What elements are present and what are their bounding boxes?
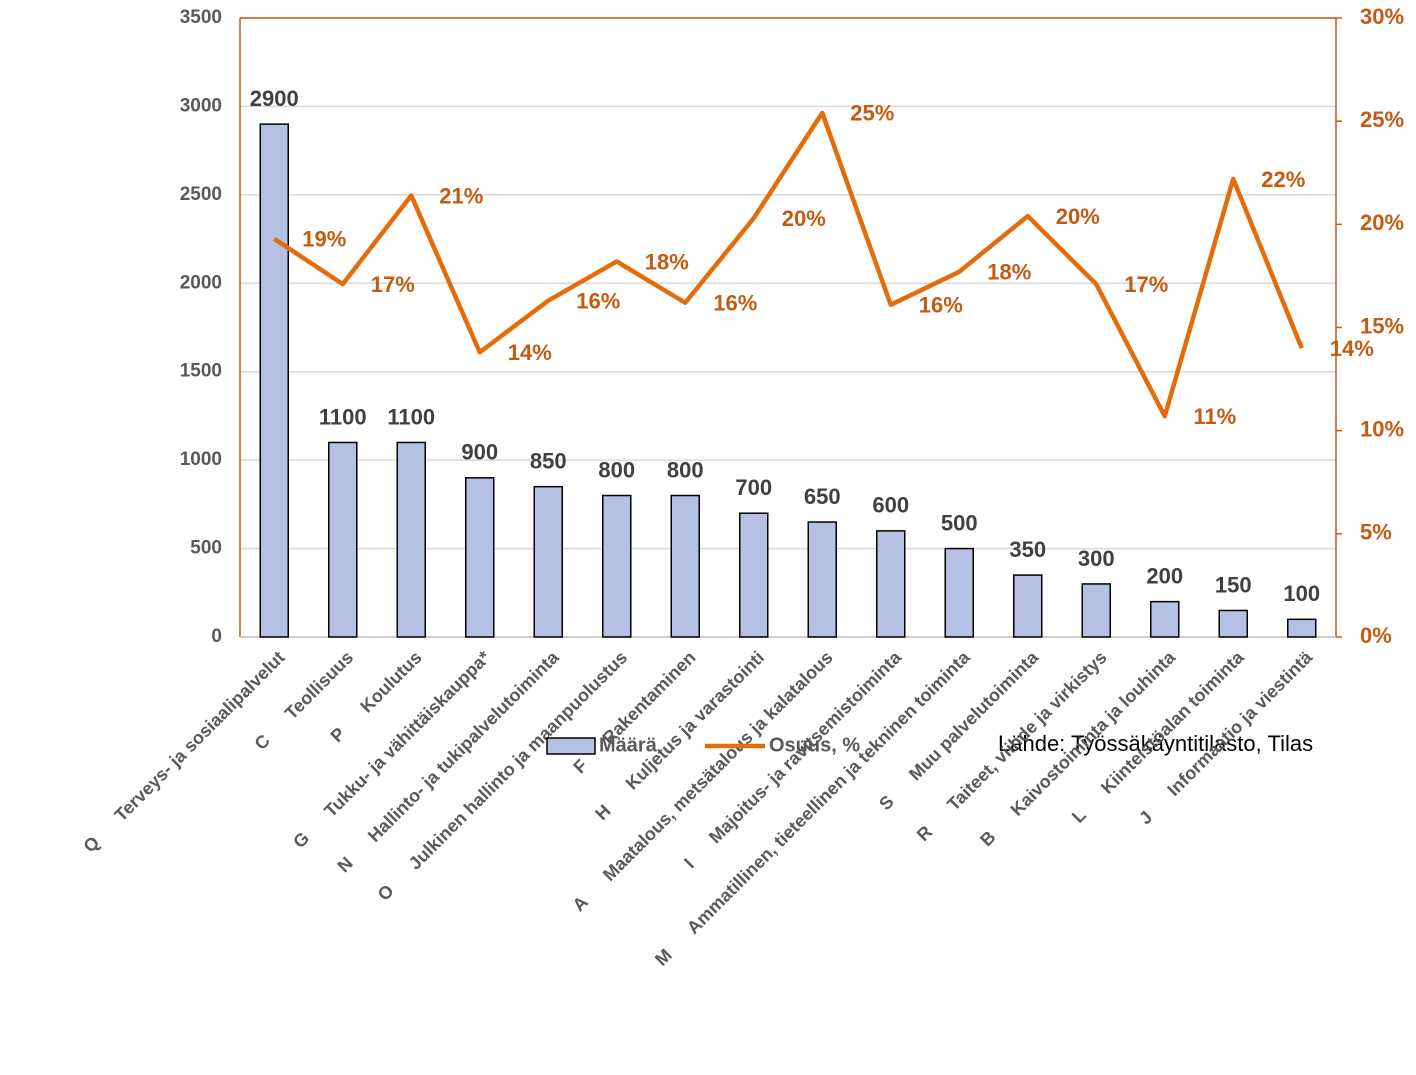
line-value-label: 18% bbox=[987, 260, 1031, 285]
bar bbox=[1287, 618, 1317, 638]
category-code: A bbox=[568, 892, 591, 915]
source-note: Lähde: Työssäkäyntitilasto, Tilas bbox=[998, 731, 1313, 756]
category-name: Kiinteistöalan toiminta bbox=[1097, 646, 1248, 797]
line bbox=[273, 110, 1304, 419]
category-code: O bbox=[374, 880, 398, 904]
category-code: Q bbox=[79, 832, 103, 856]
category-code: M bbox=[651, 945, 676, 970]
y-tick-label: 3000 bbox=[180, 95, 222, 116]
y2-tick-label: 15% bbox=[1360, 313, 1404, 338]
x-tick-label: OJulkinen hallinto ja maanpuolustus bbox=[374, 647, 631, 904]
category-code: S bbox=[875, 791, 898, 814]
category-code: G bbox=[289, 828, 313, 852]
y2-tick-label: 25% bbox=[1360, 107, 1404, 132]
legend-label: Osuus, % bbox=[769, 734, 860, 756]
bar-value-label: 850 bbox=[530, 448, 567, 473]
bar-value-label: 100 bbox=[1283, 581, 1320, 606]
bar-value-label: 350 bbox=[1009, 537, 1046, 562]
category-code: N bbox=[333, 853, 356, 876]
bar bbox=[1013, 574, 1043, 638]
category-code: F bbox=[569, 755, 591, 777]
line-value-label: 16% bbox=[919, 293, 963, 318]
line-value-label: 19% bbox=[302, 227, 346, 252]
category-name: Koulutus bbox=[356, 647, 425, 716]
y-tick-label: 1500 bbox=[180, 361, 222, 382]
bar-value-label: 300 bbox=[1078, 546, 1115, 571]
y-tick-label: 3500 bbox=[180, 7, 222, 28]
y2-tick-label: 10% bbox=[1360, 416, 1404, 441]
category-name: Kuljetus ja varastointi bbox=[622, 647, 768, 793]
bar bbox=[876, 530, 906, 638]
line-value-label: 11% bbox=[1193, 404, 1236, 429]
bar-value-label: 600 bbox=[872, 493, 909, 518]
line-value-label: 25% bbox=[850, 101, 894, 126]
category-name: Muu palvelutoiminta bbox=[905, 646, 1043, 784]
line-value-label: 20% bbox=[782, 206, 826, 231]
category-code: C bbox=[250, 730, 273, 753]
bar bbox=[739, 512, 769, 638]
bar bbox=[1150, 600, 1180, 638]
bar bbox=[1081, 583, 1111, 638]
legend-swatch bbox=[546, 737, 596, 755]
line-value-label: 14% bbox=[508, 340, 552, 365]
legend-label: Määrä bbox=[599, 734, 658, 756]
y2-tick-label: 0% bbox=[1360, 623, 1392, 648]
y-tick-label: 2000 bbox=[180, 272, 222, 293]
bar-value-label: 900 bbox=[461, 440, 498, 465]
bar bbox=[328, 441, 358, 638]
category-code: I bbox=[680, 854, 698, 872]
x-tick-label: FRakentaminen bbox=[569, 647, 699, 777]
line-value-label: 16% bbox=[713, 291, 757, 316]
bar-value-label: 1100 bbox=[387, 404, 435, 429]
bar-value-label: 2900 bbox=[250, 86, 299, 111]
line-value-label: 17% bbox=[1124, 272, 1168, 297]
bar-value-label: 650 bbox=[804, 484, 841, 509]
bar bbox=[259, 123, 289, 638]
x-tick-label: AMaatalous, metsätalous ja kalatalous bbox=[568, 647, 836, 915]
line-value-label: 14% bbox=[1330, 336, 1374, 361]
line-value-label: 17% bbox=[371, 272, 415, 297]
bar bbox=[602, 494, 632, 638]
y-tick-label: 500 bbox=[190, 538, 222, 559]
bar bbox=[807, 521, 837, 638]
y2-tick-label: 20% bbox=[1360, 210, 1404, 235]
bar bbox=[533, 485, 563, 638]
bar-value-label: 200 bbox=[1146, 563, 1183, 588]
y2-tick-label: 30% bbox=[1360, 4, 1404, 29]
bar bbox=[396, 441, 426, 638]
category-name: Teollisuus bbox=[281, 647, 357, 723]
y-tick-label: 2500 bbox=[180, 184, 222, 205]
bar-value-label: 800 bbox=[598, 457, 635, 482]
bar bbox=[944, 547, 974, 638]
y-tick-label: 1000 bbox=[180, 449, 222, 470]
line-value-label: 21% bbox=[439, 183, 483, 208]
bar bbox=[465, 477, 495, 638]
category-code: B bbox=[976, 827, 999, 850]
bar-value-label: 700 bbox=[735, 475, 772, 500]
bar-value-label: 150 bbox=[1215, 572, 1252, 597]
bar bbox=[1218, 609, 1248, 638]
category-code: J bbox=[1135, 807, 1156, 828]
line-value-label: 18% bbox=[645, 249, 689, 274]
line-value-label: 16% bbox=[576, 288, 620, 313]
category-name: Informaatio ja viestintä bbox=[1163, 646, 1316, 799]
line-value-label: 22% bbox=[1261, 167, 1305, 192]
category-code: H bbox=[591, 801, 614, 824]
x-tick-label: QTerveys- ja sosiaalipalvelut bbox=[79, 647, 288, 856]
line-value-label: 20% bbox=[1056, 204, 1100, 229]
bar bbox=[670, 494, 700, 638]
category-code: L bbox=[1068, 805, 1090, 827]
x-tick-label: MAmmatillinen, tieteellinen ja tekninen … bbox=[651, 646, 974, 969]
category-code: P bbox=[326, 723, 349, 746]
y-tick-label: 0 bbox=[211, 626, 222, 647]
bar-value-label: 800 bbox=[667, 457, 704, 482]
bar-value-label: 1100 bbox=[319, 404, 367, 429]
y2-tick-label: 5% bbox=[1360, 520, 1392, 545]
bar-value-label: 500 bbox=[941, 510, 978, 535]
category-code: R bbox=[913, 822, 936, 845]
